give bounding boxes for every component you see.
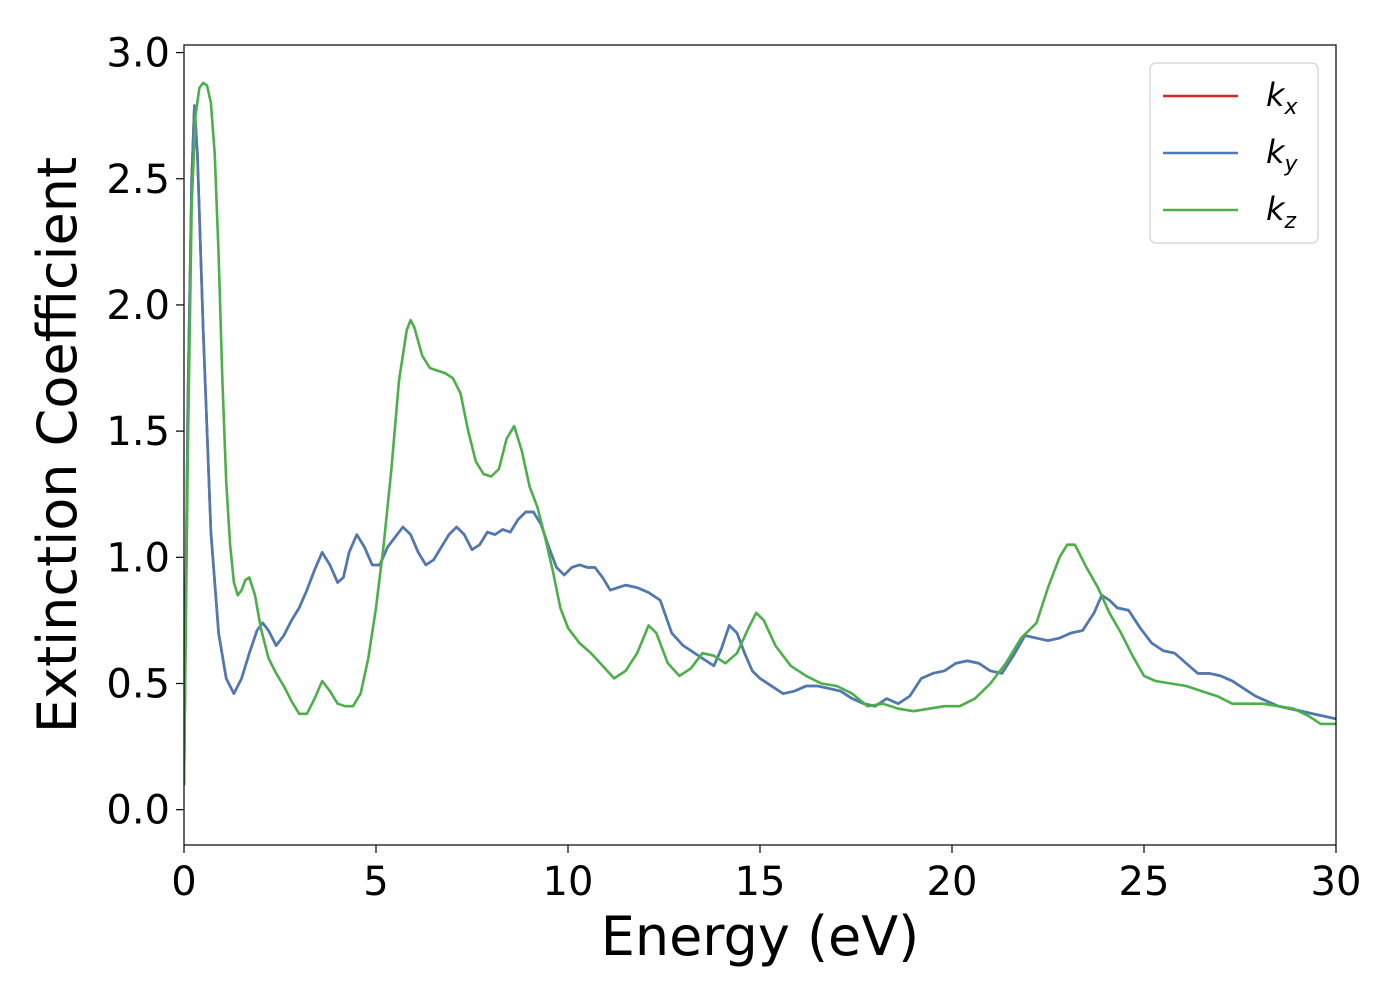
- x-tick-label: 30: [1311, 859, 1362, 905]
- y-axis: 0.0 0.5 1.0 1.5 2.0 2.5 3.0: [106, 31, 184, 834]
- x-tick-label: 0: [171, 859, 196, 905]
- x-axis: 0 5 10 15 20 25 30: [171, 845, 1361, 905]
- x-axis-title: Energy (eV): [601, 905, 920, 968]
- y-tick-label: 0.0: [106, 788, 170, 834]
- y-tick-label: 0.5: [106, 661, 170, 707]
- y-tick-label: 2.5: [106, 157, 170, 203]
- y-tick-label: 3.0: [106, 31, 170, 77]
- y-tick-label: 2.0: [106, 283, 170, 329]
- legend-label-kx: kx: [1266, 76, 1299, 120]
- x-tick-label: 15: [735, 859, 786, 905]
- x-tick-label: 20: [927, 859, 978, 905]
- y-axis-title: Extinction Coefficient: [26, 157, 89, 733]
- x-tick-label: 25: [1119, 859, 1170, 905]
- series-line-kz: [184, 81, 1336, 786]
- legend-label-ky: ky: [1266, 133, 1299, 177]
- series-layer: [184, 81, 1336, 786]
- x-tick-label: 10: [543, 859, 594, 905]
- legend: kx ky kz: [1149, 62, 1319, 244]
- y-tick-label: 1.5: [106, 409, 170, 455]
- y-tick-label: 1.0: [106, 535, 170, 581]
- legend-label-kz: kz: [1266, 190, 1297, 234]
- x-tick-label: 5: [363, 859, 388, 905]
